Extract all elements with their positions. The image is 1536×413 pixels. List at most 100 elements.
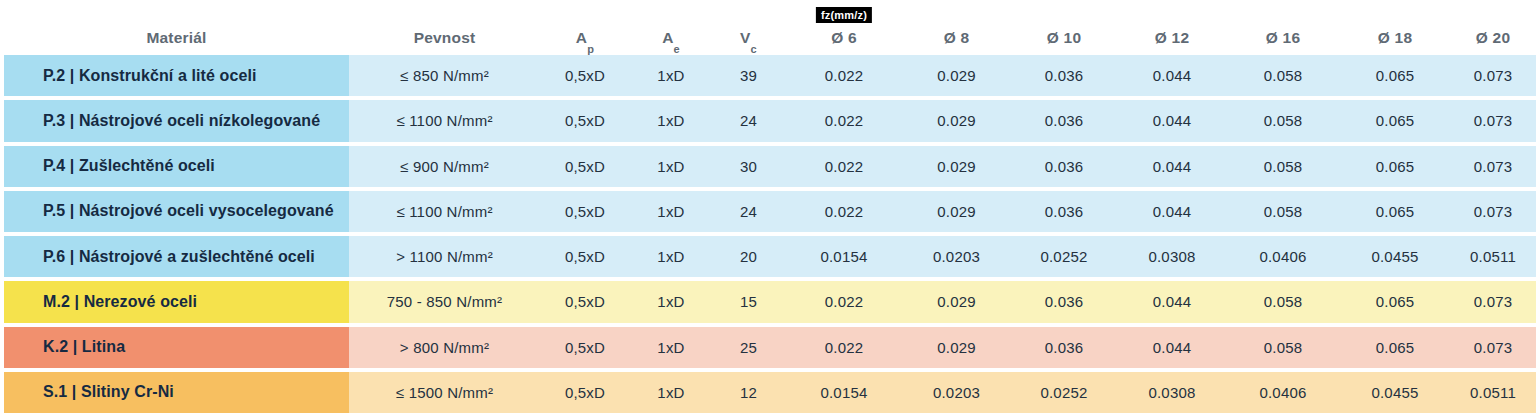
material-cell: P.2 | Konstrukční a lité oceli bbox=[4, 55, 349, 96]
fz-cell-d10: 0.036 bbox=[1010, 100, 1118, 141]
col-header-diameter-6-label: Ø 6 bbox=[831, 29, 857, 47]
ap-cell: 0,5xD bbox=[540, 236, 630, 277]
cutting-data-table: Materiál Pevnost Ap Ae Vc fz(mm/z) Ø 6 Ø… bbox=[0, 0, 1536, 413]
ap-cell: 0,5xD bbox=[540, 191, 630, 232]
fz-cell-d10: 0.036 bbox=[1010, 281, 1118, 322]
pevnost-cell: > 800 N/mm² bbox=[349, 327, 540, 368]
table-row: S.1 | Slitiny Cr-Ni ≤ 1500 N/mm² 0,5xD 1… bbox=[0, 372, 1536, 413]
fz-cell-d10: 0.036 bbox=[1010, 55, 1118, 96]
material-cell: S.1 | Slitiny Cr-Ni bbox=[4, 372, 349, 413]
fz-cell-d20: 0.073 bbox=[1450, 100, 1536, 141]
col-header-diameter-8: Ø 8 bbox=[903, 0, 1010, 55]
fz-cell-d8: 0.029 bbox=[903, 281, 1010, 322]
fz-cell-d12: 0.044 bbox=[1118, 281, 1226, 322]
fz-cell-d6: 0.022 bbox=[785, 327, 903, 368]
fz-cell-d16: 0.058 bbox=[1226, 327, 1340, 368]
table-row: P.2 | Konstrukční a lité oceli ≤ 850 N/m… bbox=[0, 55, 1536, 96]
material-cell: P.3 | Nástrojové oceli nízkolegované bbox=[4, 100, 349, 141]
ap-cell: 0,5xD bbox=[540, 327, 630, 368]
table-row: P.5 | Nástrojové oceli vysocelegované ≤ … bbox=[0, 191, 1536, 232]
pevnost-cell: 750 - 850 N/mm² bbox=[349, 281, 540, 322]
table-header-row: Materiál Pevnost Ap Ae Vc fz(mm/z) Ø 6 Ø… bbox=[0, 0, 1536, 55]
ap-cell: 0,5xD bbox=[540, 100, 630, 141]
ap-cell: 0,5xD bbox=[540, 372, 630, 413]
ae-cell: 1xD bbox=[630, 191, 712, 232]
fz-cell-d16: 0.058 bbox=[1226, 100, 1340, 141]
col-header-ae: Ae bbox=[630, 0, 712, 55]
fz-cell-d6: 0.022 bbox=[785, 55, 903, 96]
ae-cell: 1xD bbox=[630, 372, 712, 413]
ae-cell: 1xD bbox=[630, 146, 712, 187]
col-header-vc: Vc bbox=[712, 0, 785, 55]
table-row: P.4 | Zušlechtěné oceli ≤ 900 N/mm² 0,5x… bbox=[0, 146, 1536, 187]
fz-cell-d6: 0.0154 bbox=[785, 372, 903, 413]
table-body: P.2 | Konstrukční a lité oceli ≤ 850 N/m… bbox=[0, 55, 1536, 413]
fz-cell-d10: 0.036 bbox=[1010, 191, 1118, 232]
fz-cell-d6: 0.022 bbox=[785, 146, 903, 187]
fz-cell-d20: 0.073 bbox=[1450, 55, 1536, 96]
pevnost-cell: ≤ 1100 N/mm² bbox=[349, 100, 540, 141]
col-header-diameter-12: Ø 12 bbox=[1118, 0, 1226, 55]
fz-cell-d20: 0.0511 bbox=[1450, 236, 1536, 277]
fz-cell-d16: 0.058 bbox=[1226, 146, 1340, 187]
fz-cell-d16: 0.058 bbox=[1226, 191, 1340, 232]
ae-cell: 1xD bbox=[630, 281, 712, 322]
ap-cell: 0,5xD bbox=[540, 146, 630, 187]
fz-cell-d20: 0.073 bbox=[1450, 191, 1536, 232]
fz-cell-d10: 0.036 bbox=[1010, 146, 1118, 187]
table-row: M.2 | Nerezové oceli 750 - 850 N/mm² 0,5… bbox=[0, 281, 1536, 322]
vc-cell: 39 bbox=[712, 55, 785, 96]
fz-cell-d6: 0.022 bbox=[785, 100, 903, 141]
fz-cell-d18: 0.065 bbox=[1340, 327, 1450, 368]
fz-cell-d8: 0.0203 bbox=[903, 236, 1010, 277]
fz-cell-d6: 0.0154 bbox=[785, 236, 903, 277]
fz-cell-d18: 0.065 bbox=[1340, 191, 1450, 232]
pevnost-cell: ≤ 1500 N/mm² bbox=[349, 372, 540, 413]
table-row: P.3 | Nástrojové oceli nízkolegované ≤ 1… bbox=[0, 100, 1536, 141]
fz-cell-d10: 0.036 bbox=[1010, 327, 1118, 368]
fz-cell-d18: 0.0455 bbox=[1340, 236, 1450, 277]
vc-cell: 15 bbox=[712, 281, 785, 322]
ae-cell: 1xD bbox=[630, 55, 712, 96]
vc-cell: 25 bbox=[712, 327, 785, 368]
col-header-diameter-18: Ø 18 bbox=[1340, 0, 1450, 55]
ap-cell: 0,5xD bbox=[540, 281, 630, 322]
material-cell: M.2 | Nerezové oceli bbox=[4, 281, 349, 322]
ap-cell: 0,5xD bbox=[540, 55, 630, 96]
fz-cell-d12: 0.044 bbox=[1118, 100, 1226, 141]
vc-cell: 24 bbox=[712, 191, 785, 232]
fz-cell-d12: 0.044 bbox=[1118, 146, 1226, 187]
fz-cell-d12: 0.044 bbox=[1118, 191, 1226, 232]
fz-cell-d18: 0.065 bbox=[1340, 146, 1450, 187]
fz-cell-d8: 0.029 bbox=[903, 191, 1010, 232]
fz-cell-d6: 0.022 bbox=[785, 281, 903, 322]
pevnost-cell: ≤ 1100 N/mm² bbox=[349, 191, 540, 232]
fz-cell-d8: 0.029 bbox=[903, 55, 1010, 96]
fz-cell-d20: 0.073 bbox=[1450, 281, 1536, 322]
table-row: P.6 | Nástrojové a zušlechtěné oceli > 1… bbox=[0, 236, 1536, 277]
material-cell: P.5 | Nástrojové oceli vysocelegované bbox=[4, 191, 349, 232]
fz-cell-d12: 0.0308 bbox=[1118, 236, 1226, 277]
col-header-diameter-16: Ø 16 bbox=[1226, 0, 1340, 55]
fz-cell-d8: 0.0203 bbox=[903, 372, 1010, 413]
col-header-ap: Ap bbox=[540, 0, 630, 55]
fz-cell-d12: 0.044 bbox=[1118, 327, 1226, 368]
col-header-diameter-10: Ø 10 bbox=[1010, 0, 1118, 55]
vc-cell: 30 bbox=[712, 146, 785, 187]
fz-cell-d20: 0.073 bbox=[1450, 146, 1536, 187]
fz-cell-d6: 0.022 bbox=[785, 191, 903, 232]
fz-cell-d20: 0.073 bbox=[1450, 327, 1536, 368]
fz-unit-badge: fz(mm/z) bbox=[816, 7, 872, 23]
fz-cell-d12: 0.044 bbox=[1118, 55, 1226, 96]
col-header-ae-base: A bbox=[662, 29, 673, 47]
col-header-ap-base: A bbox=[576, 29, 587, 47]
vc-cell: 24 bbox=[712, 100, 785, 141]
fz-cell-d16: 0.0406 bbox=[1226, 236, 1340, 277]
fz-cell-d18: 0.0455 bbox=[1340, 372, 1450, 413]
col-header-diameter-20: Ø 20 bbox=[1450, 0, 1536, 55]
fz-cell-d10: 0.0252 bbox=[1010, 236, 1118, 277]
fz-cell-d8: 0.029 bbox=[903, 100, 1010, 141]
material-cell: P.6 | Nástrojové a zušlechtěné oceli bbox=[4, 236, 349, 277]
fz-cell-d8: 0.029 bbox=[903, 146, 1010, 187]
fz-cell-d10: 0.0252 bbox=[1010, 372, 1118, 413]
